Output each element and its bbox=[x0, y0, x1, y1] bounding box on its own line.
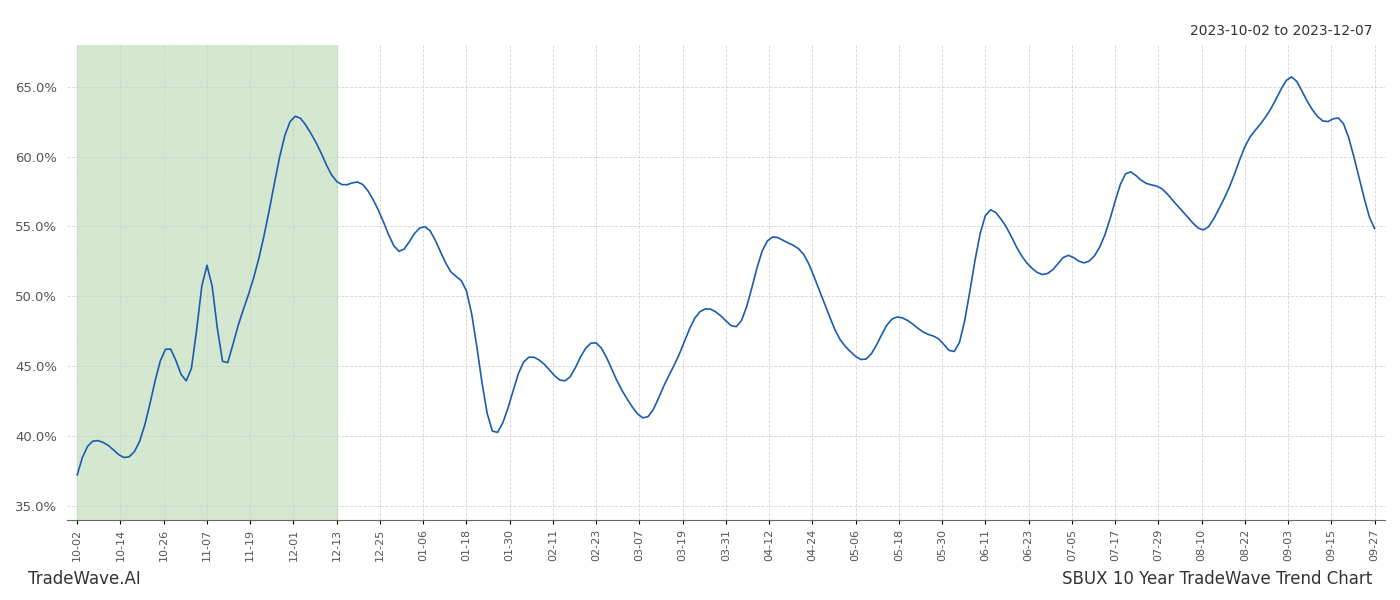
Bar bbox=[77, 45, 337, 520]
Text: TradeWave.AI: TradeWave.AI bbox=[28, 570, 141, 588]
Text: SBUX 10 Year TradeWave Trend Chart: SBUX 10 Year TradeWave Trend Chart bbox=[1061, 570, 1372, 588]
Text: 2023-10-02 to 2023-12-07: 2023-10-02 to 2023-12-07 bbox=[1190, 24, 1372, 38]
